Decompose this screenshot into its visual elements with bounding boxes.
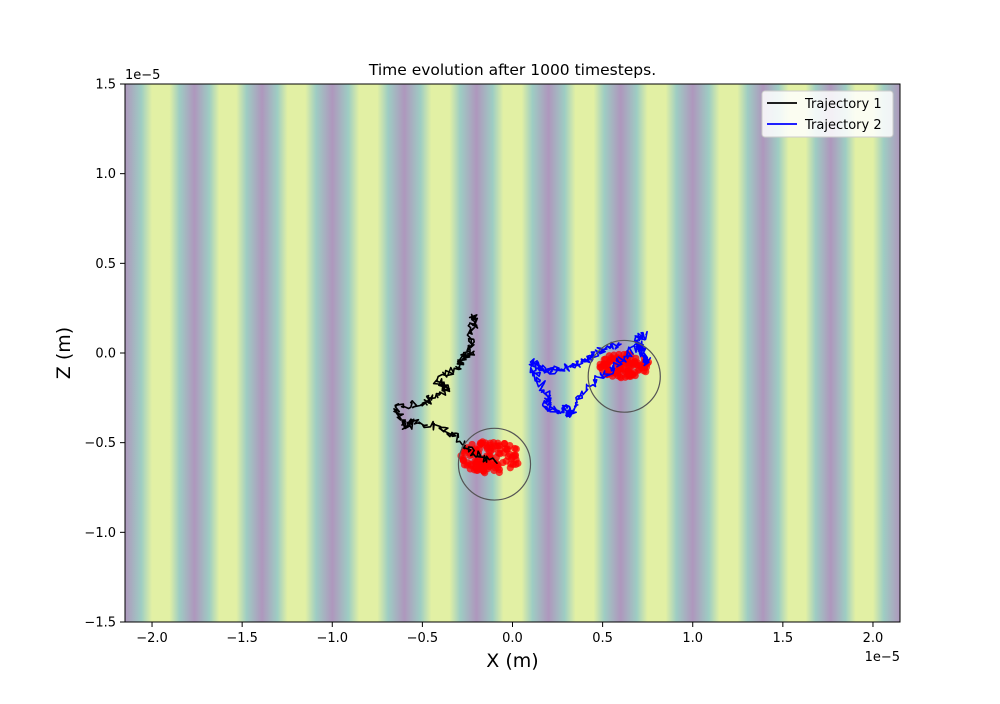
y-tick-label: 1.0 — [95, 167, 116, 182]
y-tick-label: 0.0 — [95, 347, 116, 362]
scatter-point — [621, 373, 629, 381]
x-tick-label: −2.0 — [136, 631, 168, 646]
scatter-point — [632, 354, 640, 362]
y-axis-ticks: −1.5 −1.0 −0.5 0.0 0.5 1.0 1.5 — [84, 78, 125, 631]
x-tick-label: 0.5 — [592, 631, 613, 646]
trajectory-1-line — [393, 313, 498, 464]
scatter-point — [509, 460, 517, 469]
scatter-point — [460, 461, 469, 469]
scatter-point — [613, 369, 621, 377]
scatter-point — [501, 439, 509, 448]
chart-title: Time evolution after 1000 timesteps. — [368, 61, 656, 79]
x-axis-ticks: −2.0 −1.5 −1.0 −0.5 0.0 0.5 1.0 1.5 2.0 — [136, 622, 883, 646]
legend: Trajectory 1 Trajectory 2 — [761, 90, 894, 138]
scatter-point — [467, 460, 475, 469]
y-tick-label: −0.5 — [84, 436, 116, 451]
legend-label-2: Trajectory 2 — [804, 118, 882, 133]
x-tick-label: −1.5 — [226, 631, 258, 646]
plot-background — [125, 84, 900, 622]
x-tick-label: 0.0 — [502, 631, 523, 646]
x-tick-label: 1.0 — [682, 631, 703, 646]
scatter-point — [481, 469, 489, 477]
scatter-point — [604, 367, 612, 375]
x-tick-label: 1.5 — [773, 631, 794, 646]
scatter-group-1 — [457, 438, 522, 477]
scatter-point — [511, 451, 519, 459]
scatter-point — [473, 466, 481, 474]
scatter-point — [511, 444, 519, 453]
y-axis-offset-label: 1e−5 — [125, 68, 160, 83]
y-axis-label: Z (m) — [53, 327, 75, 379]
y-tick-label: −1.0 — [84, 526, 116, 541]
scatter-point — [499, 458, 507, 467]
trajectory-2-line — [528, 330, 652, 418]
x-axis-label: X (m) — [486, 650, 538, 672]
x-axis-offset-label: 1e−5 — [865, 650, 900, 665]
x-tick-label: 2.0 — [863, 631, 884, 646]
legend-label-1: Trajectory 1 — [804, 97, 882, 112]
scatter-point — [468, 440, 476, 449]
y-tick-label: 1.5 — [95, 78, 116, 93]
scatter-point — [491, 464, 499, 472]
scatter-point — [601, 355, 610, 363]
scatter-point — [628, 370, 637, 378]
scatter-point — [642, 368, 650, 376]
x-tick-label: −1.0 — [316, 631, 348, 646]
scatter-point — [459, 455, 467, 463]
x-tick-label: −0.5 — [407, 631, 439, 646]
scatter-point — [485, 447, 493, 455]
trap-circle-1 — [457, 427, 532, 501]
trap-circle-2 — [587, 339, 661, 413]
scatter-point — [477, 440, 485, 448]
scatter-point — [506, 450, 514, 458]
y-tick-label: 0.5 — [95, 257, 116, 272]
y-tick-label: −1.5 — [84, 616, 116, 631]
plot-marks — [393, 313, 661, 501]
